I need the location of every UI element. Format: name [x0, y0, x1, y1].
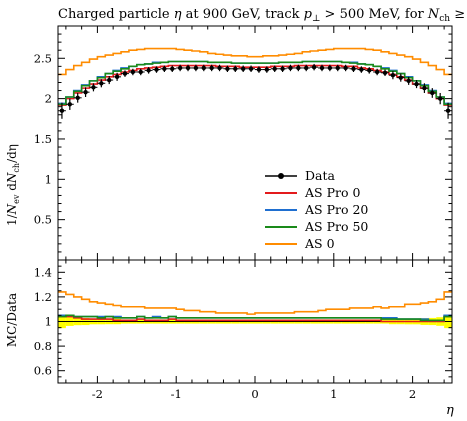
data-point: [122, 71, 128, 76]
data-point: [233, 66, 238, 71]
data-point: [288, 65, 293, 71]
main-y-tick-label: 2: [45, 92, 52, 106]
data-point: [154, 67, 159, 72]
data-point: [162, 66, 167, 71]
data-point: [406, 78, 411, 84]
data-point: [304, 65, 309, 71]
data-point: [390, 73, 396, 78]
ratio-y-tick-label: 0.6: [34, 364, 52, 378]
main-y-tick-label: 2.5: [34, 51, 52, 65]
x-tick-label: -1: [171, 387, 182, 401]
data-point: [83, 89, 88, 95]
data-point: [414, 81, 419, 87]
ratio-series-as-pro-0: [58, 315, 452, 323]
data-point: [209, 65, 214, 71]
data-point: [264, 67, 270, 72]
data-point: [351, 66, 356, 71]
ratio-y-tick-label: 1: [45, 315, 52, 329]
data-point: [107, 77, 112, 83]
data-point: [367, 68, 372, 73]
data-point: [256, 67, 262, 72]
data-point: [359, 67, 364, 72]
data-point: [422, 85, 427, 91]
data-point: [201, 65, 206, 71]
ratio-panel: 0.6 0.8 1 1.2 1.4 -2 -1 0 1 2: [34, 259, 453, 401]
x-tick-label: -2: [92, 387, 103, 401]
data-point: [296, 65, 301, 71]
data-point: [240, 66, 246, 71]
data-point: [193, 65, 199, 71]
data-point: [225, 66, 230, 71]
data-point: [382, 70, 388, 76]
data-point: [430, 90, 435, 96]
data-point: [114, 74, 120, 80]
ratio-y-tick-label: 0.8: [34, 339, 52, 353]
data-point: [374, 69, 380, 75]
ratio-y-tick-label: 1.4: [34, 265, 52, 279]
data-point: [67, 102, 73, 107]
data-point: [75, 95, 80, 101]
main-y-tick-label: 1.5: [34, 132, 52, 146]
data-point: [437, 96, 443, 101]
main-y-tick-label: 1: [45, 172, 52, 186]
ratio-series-as-pro-50: [58, 314, 452, 322]
ratio-series-as-0: [58, 291, 452, 315]
plot-title: Charged particle η at 900 GeV, track p⊥ …: [58, 7, 467, 24]
x-tick-label: 1: [330, 387, 337, 401]
data-point: [327, 65, 333, 71]
data-point: [248, 66, 254, 71]
main-frame: [57, 25, 453, 261]
x-tick-label: 0: [251, 387, 258, 401]
data-point: [59, 108, 65, 113]
data-point: [185, 65, 191, 71]
legend-label-as-pro-50: AS Pro 50: [304, 219, 368, 234]
data-point: [272, 66, 277, 71]
data-point: [445, 108, 451, 113]
ratio-y-tick-label: 1.2: [34, 290, 52, 304]
ratio-y-axis-label: MC/Data: [5, 293, 19, 347]
data-point: [319, 65, 325, 71]
data-point: [130, 69, 136, 75]
legend-label-as-0: AS 0: [304, 236, 335, 251]
data-point: [177, 65, 183, 71]
data-point: [311, 64, 317, 70]
legend-label-as-pro-0: AS Pro 0: [304, 185, 360, 200]
data-point: [343, 65, 348, 71]
data-point: [335, 65, 340, 71]
data-point: [217, 65, 222, 71]
main-y-tick-label: 0.5: [34, 213, 52, 227]
main-series-as-pro-50: [58, 60, 452, 106]
data-point: [398, 75, 403, 80]
data-point: [280, 66, 285, 71]
data-point: [91, 85, 96, 90]
main-y-axis-label: 1/Nev dNch/dη: [5, 144, 21, 226]
x-axis-label: η: [446, 403, 454, 418]
legend-label-data: Data: [305, 168, 335, 183]
main-series-as-0: [58, 47, 452, 76]
data-point: [170, 66, 175, 71]
data-point: [146, 68, 151, 73]
data-point: [138, 69, 143, 75]
main-panel: 0.5 1 1.5 2 2.5 Data AS Pro 0 AS Pro 20 AS Pro 5…: [34, 25, 453, 261]
legend-data-marker: [278, 173, 284, 179]
legend-label-as-pro-20: AS Pro 20: [304, 202, 368, 217]
data-point: [99, 81, 104, 86]
x-tick-label: 2: [409, 387, 416, 401]
